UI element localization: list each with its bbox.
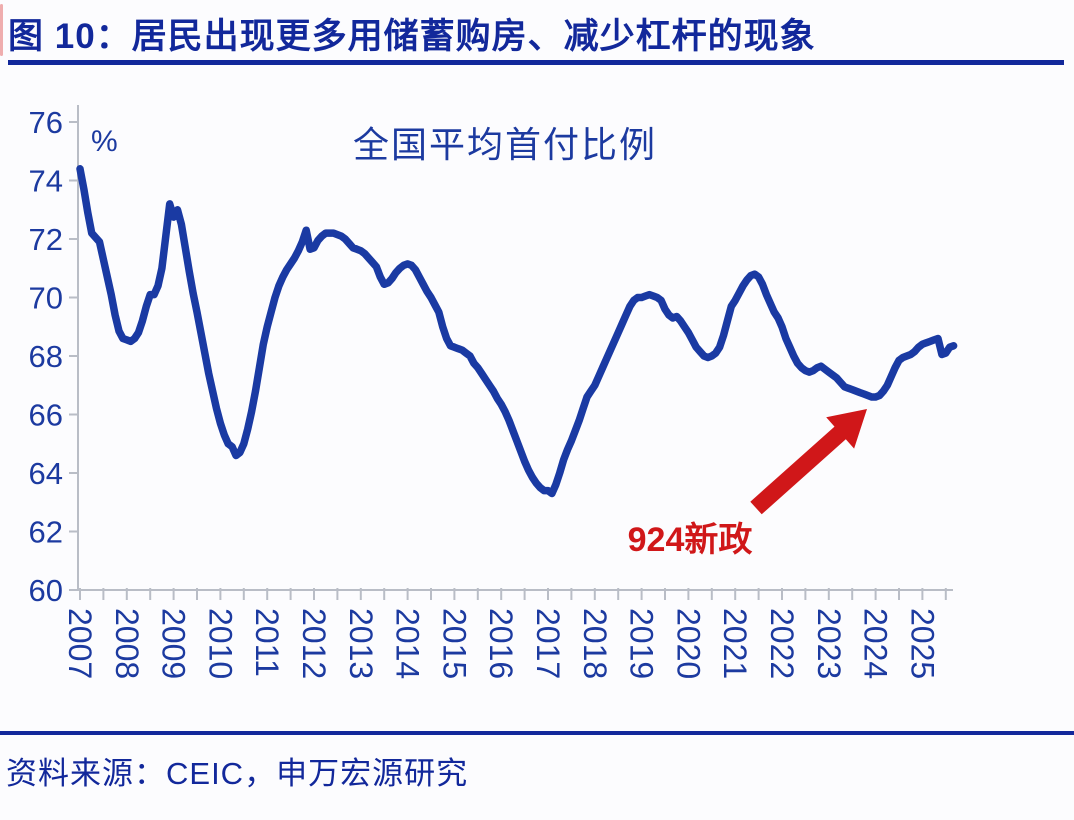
figure-title: 图 10：居民出现更多用储蓄购房、减少杠杆的现象 xyxy=(8,17,816,56)
x-axis-label: 2013 xyxy=(343,608,379,679)
y-axis-label: 64 xyxy=(29,456,63,491)
downpayment-ratio-line-chart: 60 62 64 66 68 70 72 74 76 2007 2008 2009 2010 2011 20… xyxy=(29,105,958,679)
x-axis-label: 2017 xyxy=(530,608,566,679)
chart-title: 全国平均首付比例 xyxy=(353,124,657,165)
x-axis-label: 2024 xyxy=(858,608,894,679)
series-line xyxy=(76,165,958,498)
x-axis-label: 2012 xyxy=(296,608,332,679)
y-axis-label: 72 xyxy=(29,222,63,257)
x-axis-label: 2025 xyxy=(904,608,940,679)
x-axis-label: 2008 xyxy=(109,608,145,679)
x-axis-label: 2009 xyxy=(156,608,192,679)
x-axis-label: 2022 xyxy=(764,608,800,679)
annotation-label: 924新政 xyxy=(628,521,753,559)
title-underline xyxy=(8,60,1064,65)
x-axis-label: 2015 xyxy=(436,608,472,679)
y-axis-label: 76 xyxy=(29,105,63,140)
unit-label: % xyxy=(91,125,118,158)
y-axis-label: 60 xyxy=(29,573,63,608)
y-axis-label: 66 xyxy=(29,398,63,433)
x-axis-label: 2023 xyxy=(811,608,847,679)
x-axis-label: 2011 xyxy=(249,608,285,677)
left-edge-red-artifact xyxy=(0,4,3,56)
x-axis-label: 2018 xyxy=(577,608,613,679)
y-axis-label: 70 xyxy=(29,281,63,316)
x-axis-label: 2019 xyxy=(624,608,660,679)
annotation-arrow xyxy=(750,409,867,515)
x-axis-label: 2014 xyxy=(390,608,426,679)
source-note: 资料来源：CEIC，申万宏源研究 xyxy=(6,756,469,791)
x-axis-label: 2020 xyxy=(670,608,706,679)
y-axis-label: 74 xyxy=(29,164,63,199)
x-axis-label: 2021 xyxy=(717,608,753,679)
x-axis-label: 2010 xyxy=(202,608,238,679)
x-axis-label: 2016 xyxy=(483,608,519,679)
y-axis-label: 62 xyxy=(29,515,63,550)
x-axis-label: 2007 xyxy=(62,608,98,679)
y-axis-label: 68 xyxy=(29,339,63,374)
source-divider xyxy=(0,731,1074,735)
